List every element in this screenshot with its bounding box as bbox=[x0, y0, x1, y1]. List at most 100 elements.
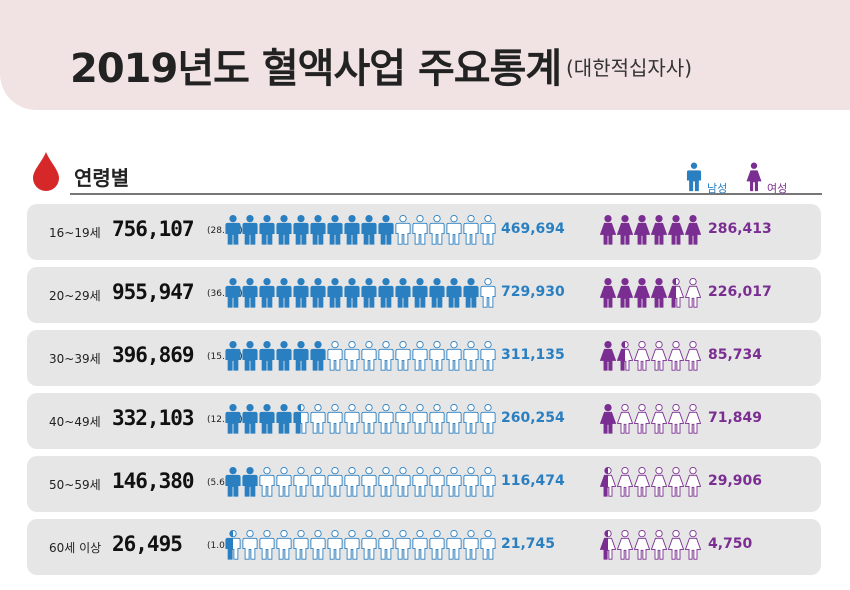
age-total-value: 396,869 bbox=[112, 343, 195, 367]
male-person-icon bbox=[259, 529, 275, 560]
female-person-icon bbox=[634, 403, 650, 434]
male-person-icon bbox=[446, 340, 462, 371]
female-person-icon bbox=[600, 529, 616, 560]
male-person-icon bbox=[225, 214, 241, 245]
male-pictogram bbox=[225, 466, 496, 497]
male-count: 116,474 bbox=[501, 473, 565, 489]
male-person-icon bbox=[361, 529, 377, 560]
male-person-icon bbox=[480, 340, 496, 371]
age-total-value: 26,495 bbox=[112, 532, 183, 556]
male-count: 311,135 bbox=[501, 347, 565, 363]
female-pictogram bbox=[600, 214, 701, 245]
male-person-icon bbox=[344, 214, 360, 245]
male-person-icon bbox=[412, 529, 428, 560]
female-person-icon bbox=[685, 529, 701, 560]
male-person-icon bbox=[259, 340, 275, 371]
age-percent-label: (12.7%) bbox=[207, 415, 243, 425]
table-row: 16~19세 756,107 (28.9%) 469,694 286,413 bbox=[27, 204, 821, 260]
male-person-icon bbox=[293, 529, 309, 560]
page-title: 2019년도 혈액사업 주요통계 bbox=[70, 46, 562, 92]
female-person-icon bbox=[685, 214, 701, 245]
table-row: 30~39세 396,869 (15.2%) 311,135 85,734 bbox=[27, 330, 821, 386]
male-person-icon bbox=[293, 403, 309, 434]
table-row: 20~29세 955,947 (36.6%) 729,930 226,017 bbox=[27, 267, 821, 323]
legend-male-label: 남성 bbox=[707, 182, 728, 195]
male-person-icon bbox=[276, 277, 292, 308]
female-count: 4,750 bbox=[708, 536, 753, 552]
female-person-icon bbox=[634, 529, 650, 560]
male-count: 21,745 bbox=[501, 536, 556, 552]
female-person-icon bbox=[685, 277, 701, 308]
male-person-icon bbox=[480, 214, 496, 245]
male-person-icon bbox=[361, 277, 377, 308]
male-person-icon bbox=[412, 340, 428, 371]
section-divider bbox=[70, 193, 822, 195]
male-person-icon bbox=[225, 466, 241, 497]
male-person-icon bbox=[480, 466, 496, 497]
male-person-icon bbox=[378, 466, 394, 497]
female-person-icon bbox=[651, 466, 667, 497]
male-person-icon bbox=[293, 466, 309, 497]
male-pictogram bbox=[225, 277, 496, 308]
male-person-icon bbox=[395, 214, 411, 245]
female-person-icon bbox=[668, 277, 684, 308]
female-count: 71,849 bbox=[708, 410, 763, 426]
female-person-icon bbox=[617, 529, 633, 560]
female-person-icon bbox=[634, 340, 650, 371]
female-person-icon bbox=[668, 340, 684, 371]
male-person-icon bbox=[429, 529, 445, 560]
female-person-icon bbox=[600, 214, 616, 245]
table-row: 40~49세 332,103 (12.7%) 260,254 71,849 bbox=[27, 393, 821, 449]
male-person-icon bbox=[310, 277, 326, 308]
male-person-icon bbox=[327, 529, 343, 560]
age-percent-label: (15.2%) bbox=[207, 352, 243, 362]
female-pictogram bbox=[600, 529, 701, 560]
female-person-icon bbox=[668, 214, 684, 245]
legend-female-label: 여성 bbox=[767, 182, 788, 195]
section-title: 연령별 bbox=[74, 166, 130, 190]
male-person-icon bbox=[225, 403, 241, 434]
age-total-value: 332,103 bbox=[112, 406, 195, 430]
male-person-icon bbox=[276, 340, 292, 371]
male-person-icon bbox=[310, 529, 326, 560]
age-total-value: 756,107 bbox=[112, 217, 195, 241]
male-person-icon bbox=[276, 529, 292, 560]
male-person-icon bbox=[293, 277, 309, 308]
male-person-icon bbox=[429, 403, 445, 434]
blood-drop-icon bbox=[33, 152, 59, 191]
male-pictogram bbox=[225, 340, 496, 371]
male-person-icon bbox=[327, 466, 343, 497]
male-person-icon bbox=[446, 214, 462, 245]
male-person-icon bbox=[242, 277, 258, 308]
male-person-icon bbox=[242, 466, 258, 497]
male-person-icon bbox=[344, 466, 360, 497]
male-person-icon bbox=[463, 214, 479, 245]
female-count: 85,734 bbox=[708, 347, 763, 363]
female-person-icon bbox=[685, 403, 701, 434]
female-person-icon bbox=[600, 277, 616, 308]
female-person-icon bbox=[617, 466, 633, 497]
female-person-icon bbox=[634, 466, 650, 497]
male-person-icon bbox=[446, 529, 462, 560]
age-group-label: 20~29세 bbox=[49, 289, 101, 303]
age-group-label: 40~49세 bbox=[49, 415, 101, 429]
male-person-icon bbox=[463, 277, 479, 308]
female-person-icon bbox=[617, 340, 633, 371]
male-person-icon bbox=[327, 214, 343, 245]
age-total-value: 955,947 bbox=[112, 280, 195, 304]
female-person-icon bbox=[634, 214, 650, 245]
female-person-icon bbox=[600, 403, 616, 434]
page-subtitle: (대한적십자사) bbox=[566, 56, 693, 80]
male-person-icon bbox=[242, 214, 258, 245]
male-person-icon bbox=[361, 340, 377, 371]
female-person-icon bbox=[651, 340, 667, 371]
male-person-icon bbox=[344, 340, 360, 371]
male-person-icon bbox=[429, 214, 445, 245]
male-person-icon bbox=[429, 277, 445, 308]
female-person-icon bbox=[651, 214, 667, 245]
male-person-icon bbox=[395, 277, 411, 308]
female-person-icon bbox=[651, 529, 667, 560]
male-person-icon bbox=[242, 529, 258, 560]
header-banner: 2019년도 혈액사업 주요통계 (대한적십자사) bbox=[0, 0, 850, 110]
female-person-icon bbox=[600, 340, 616, 371]
